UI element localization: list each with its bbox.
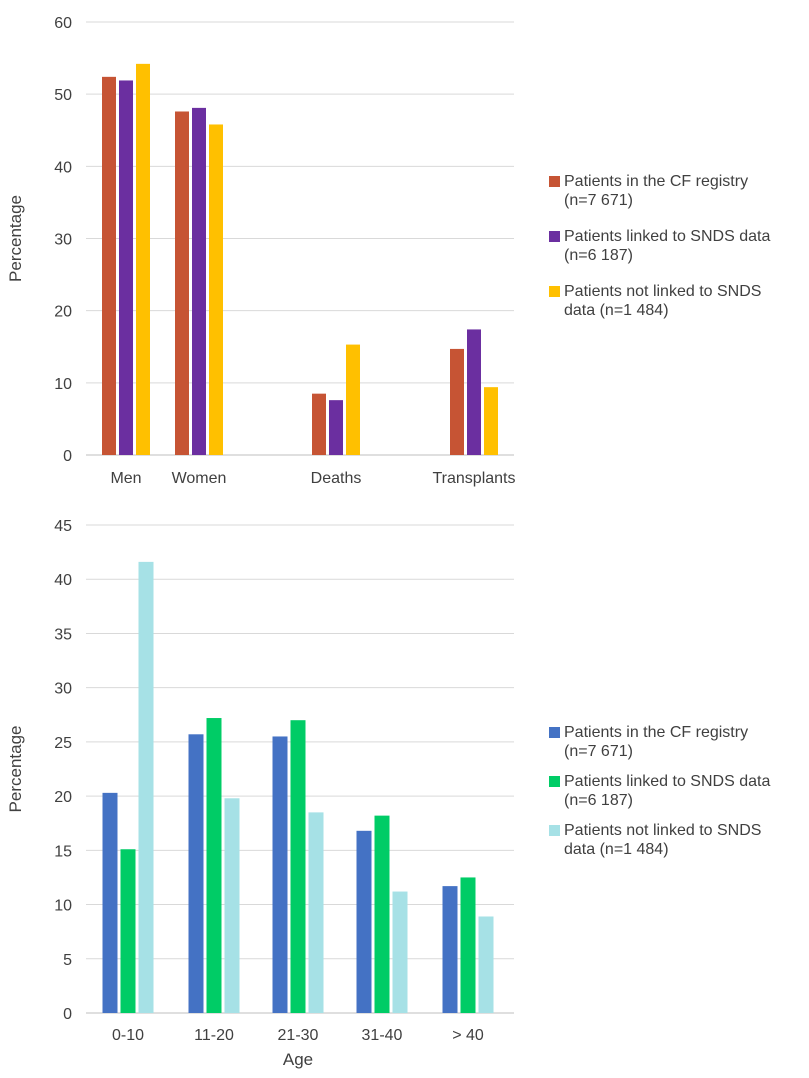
bar <box>478 916 494 1013</box>
series-1 <box>102 734 458 1013</box>
x-tick-label: 31-40 <box>362 1027 403 1044</box>
bar <box>272 736 288 1013</box>
legend-label: (n=6 187) <box>564 247 633 264</box>
bar <box>460 877 476 1013</box>
legend: Patients in the CF registry(n=7 671)Pati… <box>549 173 770 319</box>
legend-item: Patients not linked to SNDS data (n=1 484… <box>549 283 761 319</box>
y-tick-label: 25 <box>54 735 72 752</box>
y-tick-label: 45 <box>54 518 72 535</box>
legend-label: Patients not linked to SNDS <box>564 283 761 300</box>
legend-item: Patients in the CF registry (n=7 671) <box>549 173 748 209</box>
legend-label: data (n=1 484) <box>564 302 669 319</box>
legend-item: Patients linked to SNDS data (n=6 187) <box>549 228 770 264</box>
bar <box>290 720 306 1013</box>
bar <box>209 124 223 455</box>
bar <box>308 812 324 1013</box>
bar <box>102 76 116 455</box>
legend-swatch <box>549 727 560 738</box>
x-tick-label: > 40 <box>452 1027 484 1044</box>
x-tick-label: 11-20 <box>194 1027 234 1044</box>
y-tick-label: 10 <box>54 376 72 393</box>
bar <box>450 348 464 455</box>
series-2 <box>119 80 481 456</box>
legend-swatch <box>549 231 560 242</box>
x-tick-label: 21-30 <box>278 1027 319 1044</box>
y-tick-label: 20 <box>54 789 72 806</box>
y-tick-label: 0 <box>63 1006 72 1023</box>
legend-label: Patients linked to SNDS data <box>564 228 770 245</box>
y-tick-label: 20 <box>54 304 72 321</box>
legend-item: Patients linked to SNDS data (n=6 187) <box>549 773 770 809</box>
x-tick-label: Transplants <box>433 470 516 487</box>
legend-label: Patients linked to SNDS data <box>564 773 770 790</box>
series-3 <box>138 561 494 1013</box>
legend-swatch <box>549 776 560 787</box>
x-axis-title: Age <box>283 1050 313 1069</box>
y-tick-label: 5 <box>63 952 72 969</box>
series-1 <box>102 76 464 455</box>
bar <box>467 329 481 455</box>
bar <box>119 80 133 455</box>
legend-label: Patients not linked to SNDS <box>564 822 761 839</box>
bar <box>192 107 206 456</box>
legend-label: (n=6 187) <box>564 792 633 809</box>
legend-swatch <box>549 286 560 297</box>
y-tick-label: 60 <box>54 15 72 32</box>
legend-label: Patients in the CF registry <box>564 724 748 741</box>
y-tick-label: 0 <box>63 448 72 465</box>
bar <box>224 798 240 1013</box>
chart-2: 0 5 10 15 20 25 30 35 40 45 Percentage 0-10 11-20 21-… <box>6 518 770 1069</box>
x-tick-label: 0-10 <box>112 1027 144 1044</box>
bar <box>136 63 150 456</box>
bar <box>356 830 372 1013</box>
y-axis-title: Percentage <box>6 195 25 282</box>
series-3 <box>136 63 498 456</box>
legend-swatch <box>549 176 560 187</box>
bar <box>102 792 118 1013</box>
legend-label: data (n=1 484) <box>564 841 669 858</box>
bar <box>346 344 360 455</box>
bar <box>206 718 222 1013</box>
x-tick-label: Deaths <box>311 470 362 487</box>
y-tick-label: 15 <box>54 843 72 860</box>
series-2 <box>120 718 476 1013</box>
y-tick-label: 40 <box>54 159 72 176</box>
bar <box>312 393 326 455</box>
legend-label: (n=7 671) <box>564 192 633 209</box>
bar <box>329 400 343 455</box>
y-tick-label: 10 <box>54 898 72 915</box>
y-tick-label: 40 <box>54 572 72 589</box>
bar <box>175 111 189 455</box>
x-tick-label: Women <box>172 470 227 487</box>
chart-1: 0 10 20 30 40 50 60 Percentage Men Women Deaths Tra… <box>6 15 770 487</box>
y-tick-label: 30 <box>54 681 72 698</box>
y-tick-label: 35 <box>54 626 72 643</box>
y-axis-title: Percentage <box>6 726 25 813</box>
bar <box>374 815 390 1013</box>
legend-label: Patients in the CF registry <box>564 173 748 190</box>
bar <box>484 387 498 455</box>
legend-item: Patients not linked to SNDS data (n=1 484… <box>549 822 761 858</box>
legend: Patients in the CF registry(n=7 671)Pati… <box>549 724 770 858</box>
x-tick-label: Men <box>110 470 141 487</box>
bar <box>138 561 154 1013</box>
y-tick-label: 30 <box>54 232 72 249</box>
bar <box>392 891 408 1013</box>
bar <box>120 849 136 1013</box>
bar <box>442 886 458 1013</box>
legend-swatch <box>549 825 560 836</box>
legend-item: Patients in the CF registry (n=7 671) <box>549 724 748 760</box>
y-tick-label: 50 <box>54 87 72 104</box>
bar <box>188 734 204 1013</box>
legend-label: (n=7 671) <box>564 743 633 760</box>
